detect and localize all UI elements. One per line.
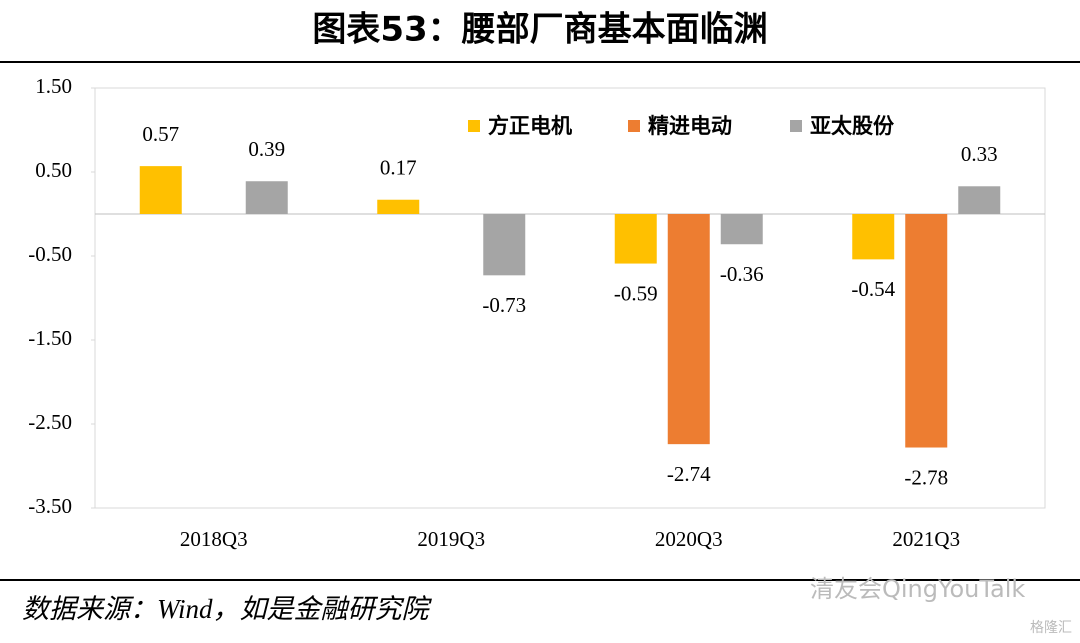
legend-swatch (628, 120, 640, 132)
bar (377, 199, 420, 214)
legend-swatch (468, 120, 480, 132)
y-tick-label: 0.50 (35, 158, 72, 182)
legend-label: 精进电动 (648, 114, 732, 138)
legend-swatch (790, 120, 802, 132)
data-label: 0.39 (248, 137, 285, 161)
y-tick-label: -1.50 (28, 326, 72, 350)
bar (667, 214, 710, 445)
data-label: 0.57 (142, 122, 179, 146)
bar (614, 214, 657, 264)
plot-frame (94, 87, 1046, 509)
chart-title: 图表53：腰部厂商基本面临渊 (312, 10, 767, 50)
data-label: -2.74 (667, 462, 711, 486)
bar (139, 166, 182, 214)
bar (958, 186, 1001, 214)
bar (905, 214, 948, 448)
data-label: -2.78 (904, 465, 948, 489)
bar (720, 214, 763, 245)
x-tick-label: 2019Q3 (417, 527, 485, 551)
legend-label: 亚太股份 (810, 114, 895, 138)
x-tick-label: 2020Q3 (655, 527, 723, 551)
x-tick-label: 2021Q3 (892, 527, 960, 551)
x-tick-label: 2018Q3 (180, 527, 248, 551)
watermark: 清友会QingYouTalk (810, 575, 1025, 603)
watermark: 格隆汇 (1030, 620, 1072, 636)
y-tick-label: -3.50 (28, 494, 72, 518)
bar (245, 181, 288, 214)
data-label: 0.33 (961, 142, 998, 166)
data-label: -0.73 (482, 293, 526, 317)
data-label: -0.59 (614, 281, 658, 305)
bar (483, 214, 526, 276)
data-label: 0.17 (380, 156, 417, 180)
y-tick-label: -2.50 (28, 410, 72, 434)
legend-label: 方正电机 (488, 114, 572, 138)
y-tick-label: 1.50 (35, 74, 72, 98)
y-tick-label: -0.50 (28, 242, 72, 266)
data-label: -0.36 (720, 262, 764, 286)
data-label: -0.54 (851, 277, 895, 301)
source: 数据来源：Wind，如是金融研究院 (22, 594, 433, 624)
bar (852, 214, 895, 260)
